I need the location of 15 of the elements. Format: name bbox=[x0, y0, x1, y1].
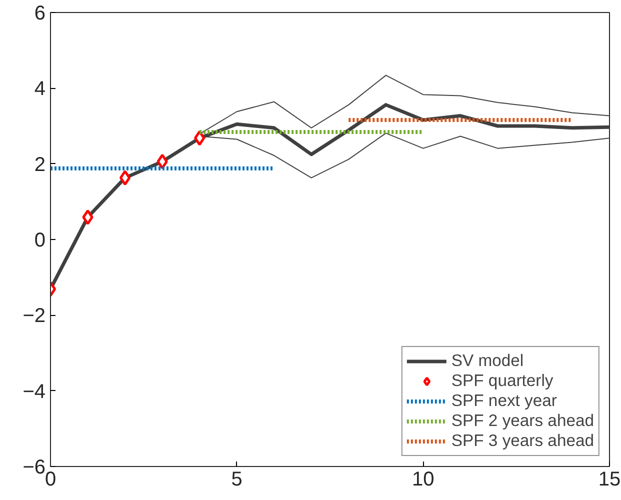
y-tick-label: −2 bbox=[22, 305, 46, 328]
y-tick-label: 4 bbox=[34, 78, 46, 100]
legend-label: SPF 2 years ahead bbox=[451, 411, 594, 431]
y-tick-label: 6 bbox=[34, 2, 46, 24]
x-tick-label: 10 bbox=[412, 468, 434, 490]
y-tick-label: −6 bbox=[22, 456, 46, 478]
legend-label: SPF quarterly bbox=[451, 371, 554, 391]
x-tick-label: 15 bbox=[598, 468, 621, 490]
legend-label: SPF next year bbox=[451, 391, 557, 411]
y-tick-label: 0 bbox=[34, 230, 46, 252]
y-tick-label: −4 bbox=[22, 380, 46, 403]
legend-label: SPF 3 years ahead bbox=[451, 431, 594, 451]
x-tick-label: 5 bbox=[231, 468, 242, 490]
legend-label: SV model bbox=[451, 351, 524, 371]
y-tick-label: 2 bbox=[34, 154, 46, 176]
